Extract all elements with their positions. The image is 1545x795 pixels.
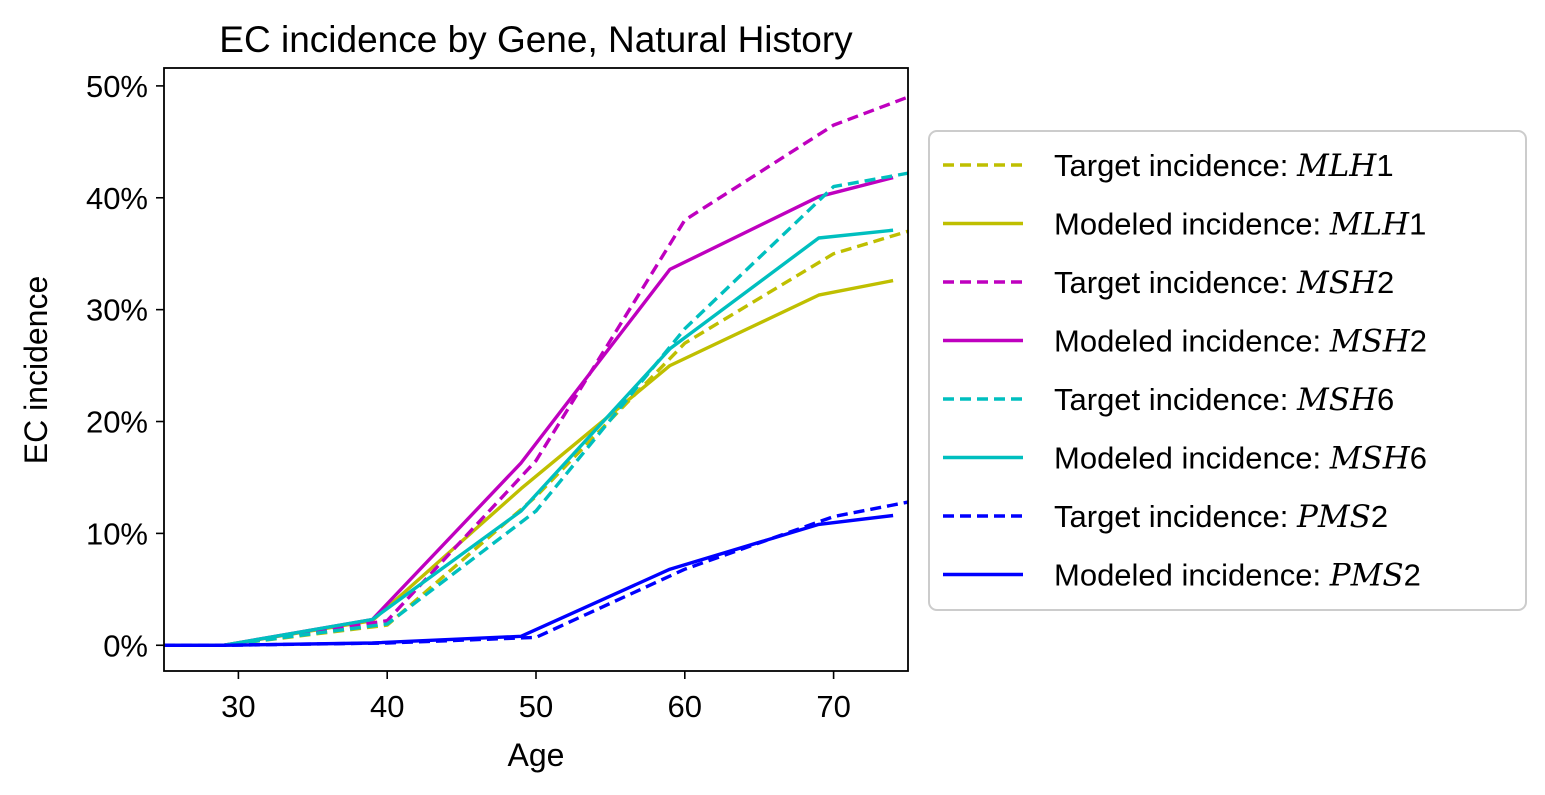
legend-gene-number: 2 <box>1371 499 1388 534</box>
legend-label-prefix: Modeled incidence: <box>1054 207 1330 242</box>
y-axis-label: EC incidence <box>18 276 54 465</box>
x-tick-label: 40 <box>370 689 404 724</box>
legend-label-prefix: Modeled incidence: <box>1054 324 1330 359</box>
y-tick-label: 40% <box>86 181 148 216</box>
legend-label-prefix: Target incidence: <box>1054 265 1297 300</box>
legend-label-1: Modeled incidence: MLH1 <box>1054 207 1426 243</box>
y-tick-label: 30% <box>86 293 148 328</box>
legend-gene-name: MSH <box>1296 382 1378 418</box>
legend-label-prefix: Modeled incidence: <box>1054 558 1330 593</box>
legend-gene-number: 2 <box>1377 265 1394 300</box>
x-tick-label: 30 <box>221 689 255 724</box>
legend-label-prefix: Target incidence: <box>1054 148 1297 183</box>
legend-label-2: Target incidence: MSH2 <box>1054 265 1394 301</box>
plot-frame <box>163 67 909 672</box>
series-line-7 <box>164 513 894 647</box>
series-layer <box>164 95 908 647</box>
legend-gene-number: 6 <box>1410 441 1427 476</box>
legend-gene-number: 1 <box>1409 207 1426 242</box>
x-tick-label: 70 <box>816 689 850 724</box>
legend-label-0: Target incidence: MLH1 <box>1054 148 1394 184</box>
legend-frame <box>928 130 1527 611</box>
y-tick-label: 50% <box>86 69 148 104</box>
x-axis-label: Age <box>508 737 565 773</box>
legend-gene-name: MLH <box>1329 207 1410 243</box>
legend-gene-number: 2 <box>1410 324 1427 359</box>
legend-gene-name: MSH <box>1329 324 1411 360</box>
legend-label-3: Modeled incidence: MSH2 <box>1054 324 1427 360</box>
legend-label-prefix: Target incidence: <box>1054 382 1297 417</box>
legend-label-5: Modeled incidence: MSH6 <box>1054 441 1427 477</box>
legend-gene-name: MSH <box>1329 441 1411 477</box>
series-line-6 <box>164 500 908 647</box>
series-line-3 <box>164 175 894 647</box>
y-tick-label: 20% <box>86 405 148 440</box>
legend-label-6: Target incidence: PMS2 <box>1054 499 1388 535</box>
x-tick-label: 50 <box>519 689 553 724</box>
legend-gene-name: PMS <box>1329 558 1404 594</box>
legend-label-prefix: Modeled incidence: <box>1054 441 1330 476</box>
series-line-5 <box>164 228 894 647</box>
series-line-1 <box>164 278 894 647</box>
legend-label-7: Modeled incidence: PMS2 <box>1054 558 1421 594</box>
legend-gene-name: MLH <box>1296 148 1377 184</box>
legend-label-4: Target incidence: MSH6 <box>1054 382 1394 418</box>
x-tick-label: 60 <box>668 689 702 724</box>
legend-gene-number: 2 <box>1404 558 1421 593</box>
series-line-4 <box>164 171 908 647</box>
chart-title: EC incidence by Gene, Natural History <box>219 19 853 60</box>
legend-gene-name: PMS <box>1296 499 1371 535</box>
y-tick-label: 10% <box>86 516 148 551</box>
x-axis: 30 40 50 60 70 <box>221 671 851 724</box>
legend-gene-number: 6 <box>1377 382 1394 417</box>
legend-label-prefix: Target incidence: <box>1054 499 1297 534</box>
y-axis: 0% 10% 20% 30% 40% 50% <box>86 69 164 663</box>
series-line-0 <box>164 229 908 647</box>
y-tick-label: 0% <box>103 628 148 663</box>
series-line-2 <box>164 95 908 647</box>
legend-gene-name: MSH <box>1296 265 1378 301</box>
legend-gene-number: 1 <box>1376 148 1393 183</box>
